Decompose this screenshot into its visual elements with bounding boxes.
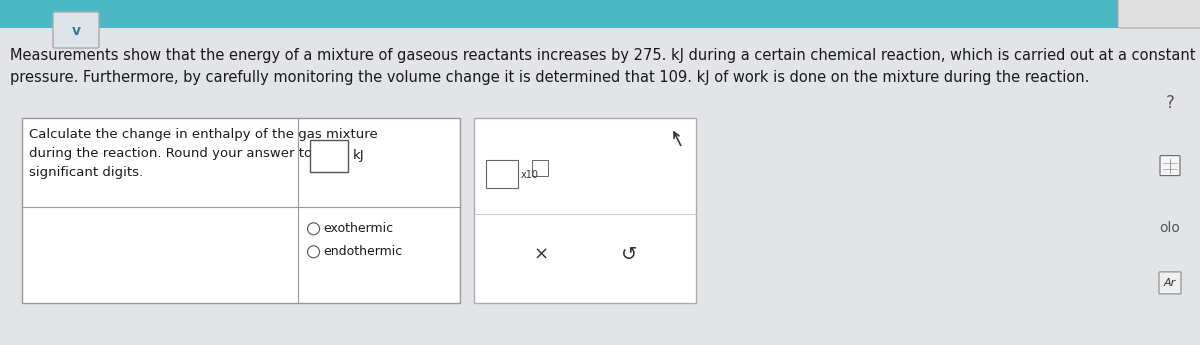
FancyBboxPatch shape	[22, 118, 460, 303]
FancyBboxPatch shape	[532, 159, 548, 176]
FancyBboxPatch shape	[1118, 0, 1200, 28]
Text: pressure. Furthermore, by carefully monitoring the volume change it is determine: pressure. Furthermore, by carefully moni…	[10, 70, 1090, 85]
FancyBboxPatch shape	[53, 12, 98, 48]
Text: Calculate the change in enthalpy of the gas mixture
during the reaction. Round y: Calculate the change in enthalpy of the …	[29, 128, 377, 179]
FancyBboxPatch shape	[1159, 272, 1181, 294]
Text: endothermic: endothermic	[324, 245, 403, 258]
Text: kJ: kJ	[353, 149, 364, 162]
Text: Measurements show that the energy of a mixture of gaseous reactants increases by: Measurements show that the energy of a m…	[10, 48, 1195, 63]
FancyBboxPatch shape	[474, 118, 696, 303]
FancyBboxPatch shape	[486, 159, 518, 187]
Text: v: v	[72, 24, 80, 38]
Circle shape	[307, 246, 319, 258]
FancyBboxPatch shape	[1160, 156, 1180, 176]
Text: ↺: ↺	[622, 245, 637, 264]
Text: Ar: Ar	[1164, 278, 1176, 288]
Text: olo: olo	[1159, 221, 1181, 235]
Text: exothermic: exothermic	[324, 222, 394, 235]
Circle shape	[307, 223, 319, 235]
Text: ?: ?	[1165, 95, 1175, 112]
Text: x10: x10	[521, 170, 539, 180]
FancyBboxPatch shape	[0, 0, 1200, 28]
FancyBboxPatch shape	[310, 140, 348, 172]
Text: ×: ×	[533, 246, 548, 264]
